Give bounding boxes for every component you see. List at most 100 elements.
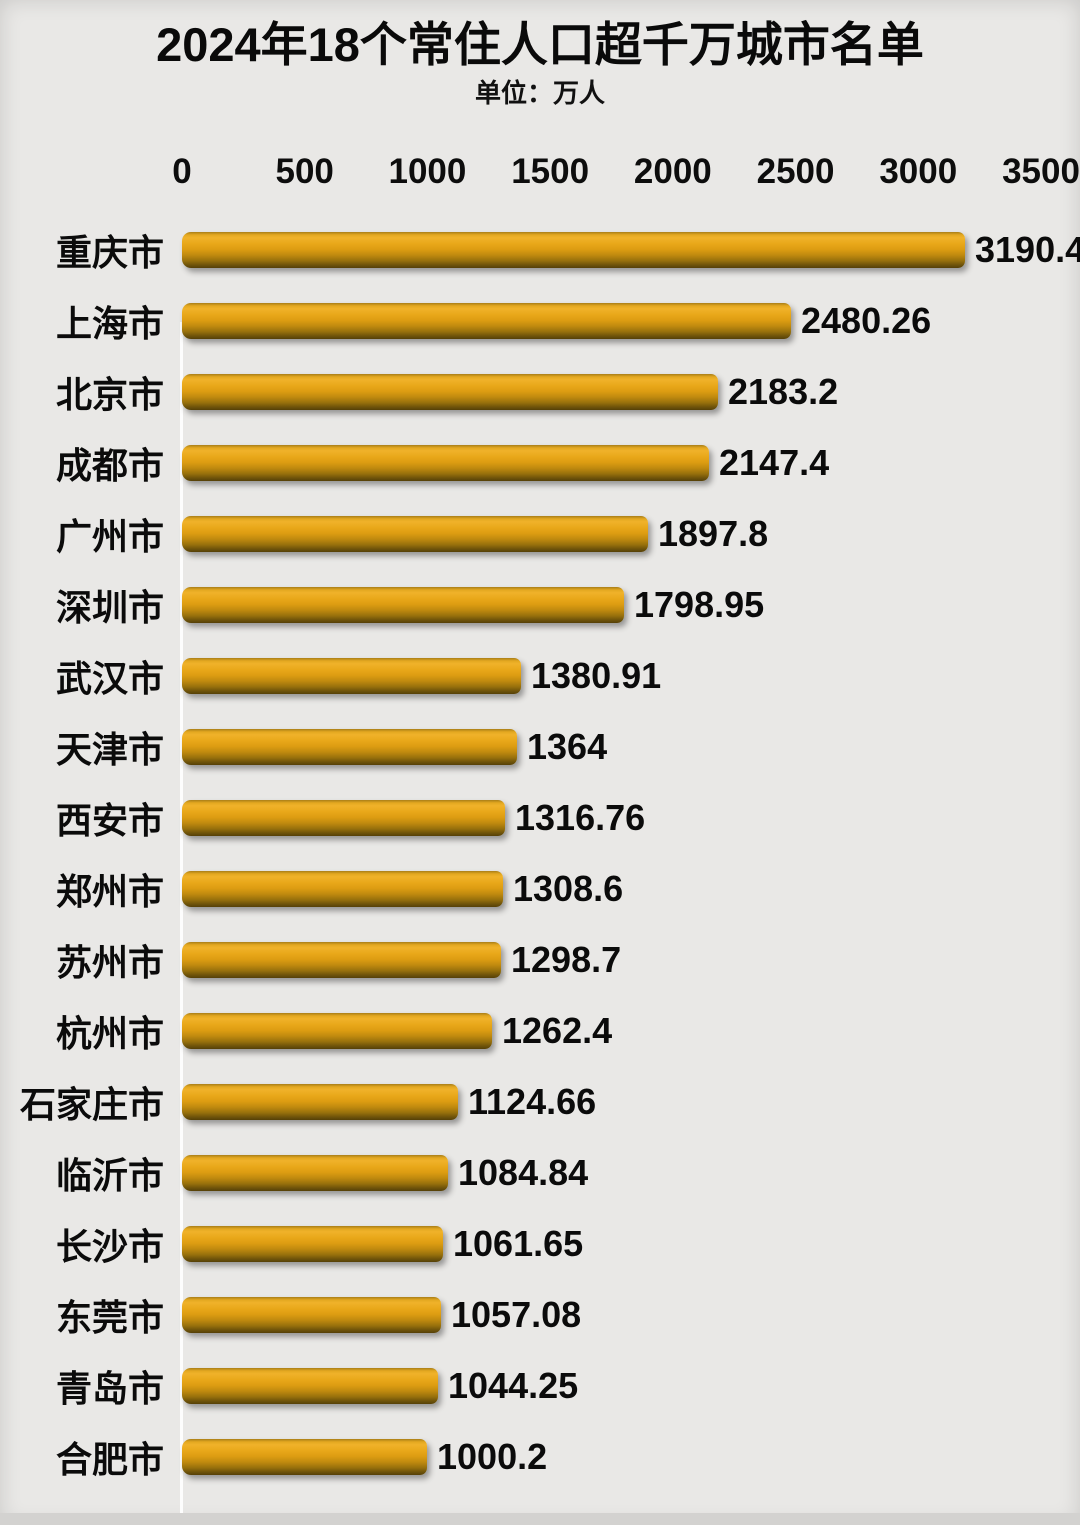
- x-axis-tick-label: 3000: [879, 152, 958, 191]
- value-label: 1298.7: [511, 938, 622, 980]
- bar-area: 1044.25: [182, 1350, 1080, 1421]
- bar-area: 1057.08: [182, 1279, 1080, 1350]
- bar-row: 成都市 2147.4: [0, 427, 1080, 498]
- bar-area: 2183.2: [182, 356, 1080, 427]
- x-axis-tick-label: 0: [172, 152, 192, 191]
- bar-area: 2480.26: [182, 285, 1080, 356]
- city-label: 武汉市: [55, 657, 164, 699]
- population-bar: [182, 941, 501, 978]
- bar-row: 西安市 1316.76: [0, 782, 1080, 853]
- bar-area: 1061.65: [182, 1208, 1080, 1279]
- bar-area: 1298.7: [182, 924, 1080, 995]
- population-bar: [182, 870, 503, 907]
- value-label: 1000.2: [437, 1435, 548, 1477]
- bar-row: 深圳市 1798.95: [0, 569, 1080, 640]
- bar-row: 杭州市 1262.4: [0, 995, 1080, 1066]
- bottom-edge-strip: [0, 1513, 1080, 1525]
- bar-area: 1316.76: [182, 782, 1080, 853]
- city-label: 广州市: [55, 515, 164, 557]
- bar-area: 1798.95: [182, 569, 1080, 640]
- x-axis-tick-label: 1500: [511, 152, 590, 191]
- population-bar: [182, 302, 791, 339]
- city-label: 苏州市: [55, 941, 164, 983]
- bar-row: 天津市 1364: [0, 711, 1080, 782]
- population-bar: [182, 1225, 443, 1262]
- city-label: 郑州市: [55, 870, 164, 912]
- bar-area: 1124.66: [182, 1066, 1080, 1137]
- value-label: 1364: [527, 725, 608, 767]
- bar-area: 2147.4: [182, 427, 1080, 498]
- value-label: 1044.25: [448, 1364, 579, 1406]
- chart-unit-label: 单位：万人: [474, 78, 605, 108]
- population-bar: [182, 657, 521, 694]
- bar-row: 东莞市 1057.08: [0, 1279, 1080, 1350]
- city-label: 重庆市: [55, 231, 164, 273]
- axis-baseline: [180, 322, 183, 1525]
- population-bar: [182, 799, 505, 836]
- bar-row: 北京市 2183.2: [0, 356, 1080, 427]
- value-label: 1308.6: [513, 867, 624, 909]
- population-bar: [182, 444, 709, 481]
- bar-row: 苏州市 1298.7: [0, 924, 1080, 995]
- population-bar: [182, 373, 718, 410]
- city-label: 北京市: [55, 373, 164, 415]
- x-axis-tick-label: 3500: [1002, 152, 1080, 191]
- bar-row: 广州市 1897.8: [0, 498, 1080, 569]
- value-label: 1084.84: [458, 1151, 589, 1193]
- city-label: 上海市: [55, 302, 164, 344]
- city-label: 临沂市: [55, 1154, 164, 1196]
- bar-row: 合肥市 1000.2: [0, 1421, 1080, 1492]
- population-bar: [182, 586, 624, 623]
- population-bar: [182, 231, 965, 268]
- bar-row: 临沂市 1084.84: [0, 1137, 1080, 1208]
- chart-header: 2024年18个常住人口超千万城市名单 单位：万人: [0, 0, 1080, 110]
- bar-row: 郑州市 1308.6: [0, 853, 1080, 924]
- value-label: 1057.08: [451, 1293, 582, 1335]
- city-label: 长沙市: [55, 1225, 164, 1267]
- bar-area: 1262.4: [182, 995, 1080, 1066]
- population-bar: [182, 728, 517, 765]
- value-label: 3190.47: [975, 228, 1080, 270]
- bar-area: 1308.6: [182, 853, 1080, 924]
- bar-area: 1380.91: [182, 640, 1080, 711]
- bar-row: 上海市 2480.26: [0, 285, 1080, 356]
- value-label: 2147.4: [719, 441, 830, 483]
- value-label: 2480.26: [801, 299, 932, 341]
- bar-area: 3190.47: [182, 214, 1080, 285]
- chart-title: 2024年18个常住人口超千万城市名单: [156, 18, 924, 71]
- city-label: 天津市: [55, 728, 164, 770]
- population-bar: [182, 1438, 427, 1475]
- bar-area: 1897.8: [182, 498, 1080, 569]
- x-axis-tick-label: 1000: [388, 152, 467, 191]
- city-label: 杭州市: [55, 1012, 164, 1054]
- population-bar: [182, 1367, 438, 1404]
- bar-chart: 0 500 1000 1500 2000 2500 3000 3500 重庆市 3190.47 上…: [0, 110, 1080, 1525]
- population-bar: [182, 1296, 441, 1333]
- value-label: 1798.95: [634, 583, 765, 625]
- bar-area: 1364: [182, 711, 1080, 782]
- bar-row: 石家庄市 1124.66: [0, 1066, 1080, 1137]
- population-bar: [182, 1012, 492, 1049]
- bar-row: 长沙市 1061.65: [0, 1208, 1080, 1279]
- value-label: 1262.4: [502, 1009, 613, 1051]
- x-axis-tick-label: 500: [275, 152, 334, 191]
- value-label: 2183.2: [728, 370, 839, 412]
- population-bar: [182, 1083, 458, 1120]
- bar-area: 1000.2: [182, 1421, 1080, 1492]
- city-label: 石家庄市: [19, 1083, 164, 1125]
- value-label: 1897.8: [658, 512, 769, 554]
- value-label: 1124.66: [468, 1080, 597, 1122]
- x-axis-tick-label: 2500: [756, 152, 835, 191]
- bar-area: 1084.84: [182, 1137, 1080, 1208]
- x-axis-tick-label: 2000: [633, 152, 712, 191]
- bar-row: 重庆市 3190.47: [0, 214, 1080, 285]
- value-label: 1061.65: [453, 1222, 584, 1264]
- bar-row: 武汉市 1380.91: [0, 640, 1080, 711]
- bar-row: 青岛市 1044.25: [0, 1350, 1080, 1421]
- x-axis: 0 500 1000 1500 2000 2500 3000 3500: [0, 110, 1080, 214]
- population-bar: [182, 515, 648, 552]
- bar-rows: 重庆市 3190.47 上海市 2480.26 北京市 2183.2 成都市 2147.4 广州…: [0, 214, 1080, 1492]
- city-label: 成都市: [55, 444, 164, 486]
- value-label: 1380.91: [531, 654, 662, 696]
- city-label: 青岛市: [55, 1367, 164, 1409]
